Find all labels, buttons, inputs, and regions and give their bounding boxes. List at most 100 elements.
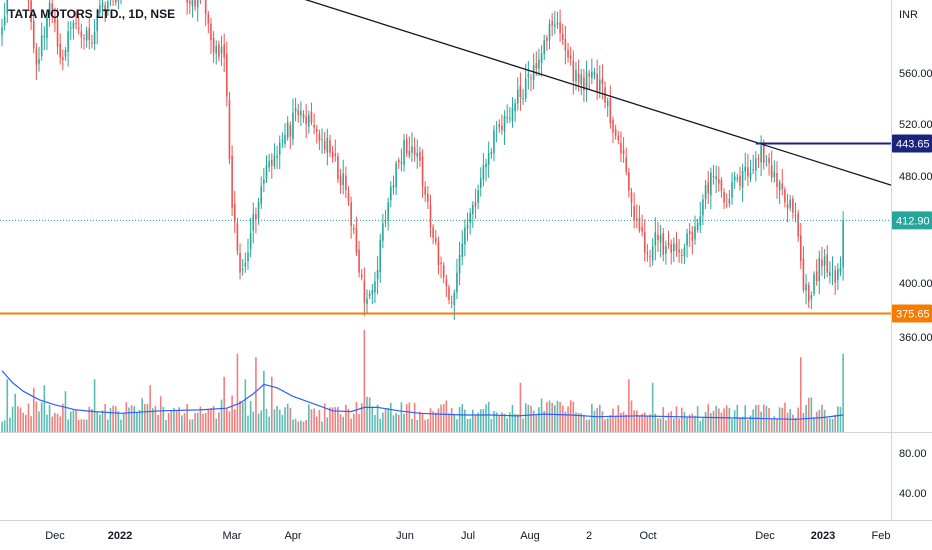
candle-body[interactable] [345, 175, 347, 191]
volume-bar[interactable] [144, 404, 146, 432]
volume-bar[interactable] [717, 408, 720, 432]
volume-bar[interactable] [96, 412, 99, 432]
candle-body[interactable] [805, 284, 807, 291]
volume-bar[interactable] [503, 413, 506, 432]
volume-bar[interactable] [14, 393, 17, 432]
candle-body[interactable] [374, 281, 376, 293]
candle-body[interactable] [265, 165, 268, 179]
volume-bar[interactable] [186, 404, 188, 432]
volume-bar[interactable] [358, 414, 360, 432]
volume-bar[interactable] [107, 419, 109, 432]
candle-body[interactable] [569, 55, 572, 59]
candle-body[interactable] [699, 216, 702, 226]
candle-body[interactable] [257, 202, 260, 219]
volume-bar[interactable] [25, 414, 27, 432]
volume-bar[interactable] [128, 407, 130, 432]
volume-bar[interactable] [680, 407, 683, 432]
volume-bar[interactable] [461, 404, 464, 432]
candle-body[interactable] [712, 176, 715, 178]
volume-bar[interactable] [649, 414, 651, 432]
candle-body[interactable] [527, 74, 530, 77]
candle-body[interactable] [601, 77, 604, 85]
candle-body[interactable] [212, 37, 215, 53]
candle-body[interactable] [551, 20, 553, 26]
volume-bar[interactable] [440, 404, 442, 432]
candle-body[interactable] [625, 157, 628, 172]
candle-body[interactable] [715, 176, 717, 180]
candle-body[interactable] [815, 271, 818, 281]
volume-bar[interactable] [583, 414, 585, 432]
candle-body[interactable] [371, 290, 374, 295]
volume-bar[interactable] [561, 405, 564, 432]
candle-body[interactable] [355, 228, 358, 253]
volume-bar[interactable] [651, 382, 654, 432]
candle-body[interactable] [40, 35, 43, 57]
volume-bar[interactable] [368, 397, 371, 432]
candle-body[interactable] [781, 183, 784, 190]
candle-body[interactable] [755, 158, 757, 171]
candle-body[interactable] [535, 62, 538, 69]
volume-bar[interactable] [191, 419, 194, 432]
candle-body[interactable] [83, 37, 85, 39]
volume-bar[interactable] [477, 412, 479, 432]
volume-bar[interactable] [741, 416, 744, 432]
volume-bar[interactable] [313, 408, 315, 432]
volume-bar[interactable] [265, 408, 268, 432]
candle-body[interactable] [93, 32, 96, 45]
candle-body[interactable] [207, 14, 210, 24]
volume-bar[interactable] [609, 415, 612, 432]
candle-body[interactable] [837, 268, 839, 281]
candle-body[interactable] [694, 226, 696, 240]
volume-bar[interactable] [403, 413, 405, 432]
candle-body[interactable] [43, 35, 46, 38]
candle-body[interactable] [704, 184, 707, 200]
candle-body[interactable] [231, 155, 233, 208]
candle-body[interactable] [588, 73, 590, 77]
candle-body[interactable] [239, 252, 241, 273]
candle-body[interactable] [366, 298, 368, 305]
volume-bar[interactable] [747, 419, 749, 432]
volume-bar[interactable] [308, 404, 310, 432]
candle-body[interactable] [392, 185, 395, 188]
candle-body[interactable] [350, 202, 352, 227]
volume-bar[interactable] [625, 414, 628, 432]
volume-bar[interactable] [3, 420, 6, 432]
candle-body[interactable] [680, 255, 683, 257]
volume-bar[interactable] [413, 402, 416, 432]
candle-body[interactable] [731, 182, 733, 198]
candle-body[interactable] [1, 27, 3, 36]
candle-body[interactable] [792, 198, 794, 213]
candle-body[interactable] [46, 17, 48, 39]
volume-bar[interactable] [813, 417, 815, 432]
volume-bar[interactable] [588, 419, 590, 432]
candle-body[interactable] [762, 144, 765, 163]
volume-bar[interactable] [691, 413, 694, 432]
volume-bar[interactable] [532, 410, 535, 432]
volume-bar[interactable] [292, 419, 294, 432]
candle-body[interactable] [543, 40, 546, 55]
candle-body[interactable] [376, 269, 379, 280]
volume-bar[interactable] [620, 412, 622, 432]
candle-body[interactable] [760, 145, 762, 163]
volume-bar[interactable] [85, 419, 88, 432]
volume-bar[interactable] [826, 418, 829, 432]
candle-body[interactable] [538, 60, 540, 69]
volume-bar[interactable] [400, 402, 403, 432]
candle-body[interactable] [268, 161, 270, 168]
volume-bar[interactable] [411, 418, 413, 432]
volume-bar[interactable] [138, 410, 141, 432]
volume-bar[interactable] [9, 417, 11, 432]
volume-bar[interactable] [577, 413, 580, 432]
candle-body[interactable] [101, 2, 104, 8]
volume-bar[interactable] [323, 403, 326, 432]
candle-body[interactable] [733, 176, 736, 181]
volume-bar[interactable] [231, 395, 233, 432]
volume-bar[interactable] [485, 404, 487, 432]
volume-bar[interactable] [511, 404, 514, 432]
volume-bar[interactable] [799, 357, 802, 432]
candle-body[interactable] [59, 43, 61, 58]
volume-bar[interactable] [226, 408, 228, 432]
volume-bar[interactable] [40, 402, 43, 432]
candle-body[interactable] [218, 44, 220, 57]
candle-body[interactable] [6, 0, 9, 14]
